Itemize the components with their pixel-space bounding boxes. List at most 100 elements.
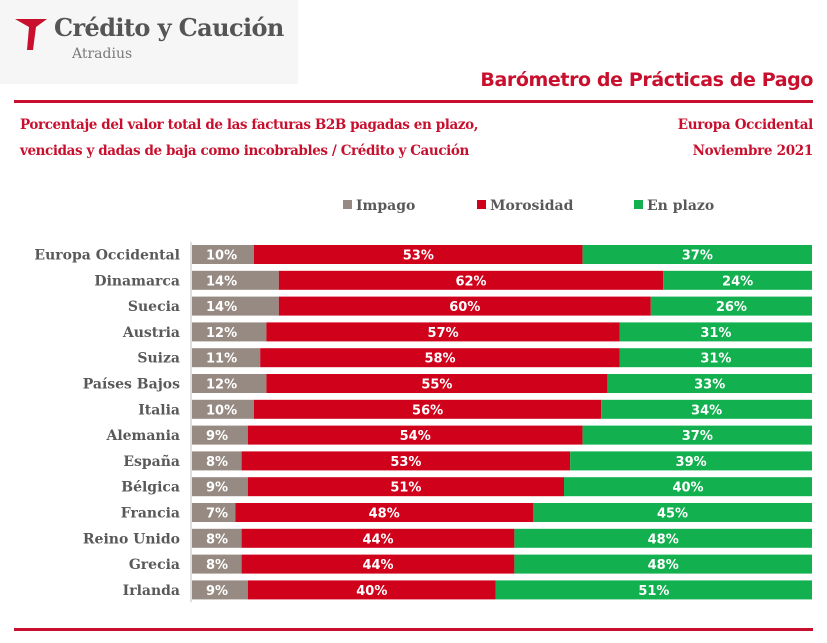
bar-impago-espana bbox=[192, 451, 242, 471]
value-label-morosidad-francia: 48% bbox=[369, 507, 400, 522]
value-label-en-plazo-dinamarca: 24% bbox=[722, 274, 753, 289]
bar-impago-belgica bbox=[192, 477, 248, 497]
category-label-espana: España bbox=[123, 453, 180, 470]
bar-en-plazo-belgica bbox=[564, 477, 812, 497]
value-label-en-plazo-austria: 31% bbox=[700, 326, 731, 341]
bar-impago-austria bbox=[192, 322, 267, 342]
value-label-en-plazo-grecia: 48% bbox=[648, 558, 679, 573]
bar-impago-dinamarca bbox=[192, 270, 279, 290]
bar-en-plazo-grecia bbox=[514, 554, 812, 574]
category-label-suiza: Suiza bbox=[137, 351, 180, 367]
value-label-impago-paises-bajos: 12% bbox=[206, 378, 237, 393]
legend-swatch-impago bbox=[343, 200, 352, 209]
subtitle-line-1: Porcentaje del valor total de las factur… bbox=[20, 117, 478, 133]
bar-morosidad-irlanda bbox=[247, 580, 496, 600]
value-label-morosidad-dinamarca: 62% bbox=[455, 274, 486, 289]
category-label-paises-bajos: Países Bajos bbox=[83, 377, 180, 393]
bar-morosidad-paises-bajos bbox=[266, 374, 608, 393]
value-label-impago-irlanda: 9% bbox=[206, 584, 228, 599]
region-name: Europa Occidental bbox=[677, 117, 814, 133]
value-label-impago-austria: 12% bbox=[206, 326, 237, 341]
value-label-en-plazo-espana: 39% bbox=[676, 455, 707, 470]
region-info: Europa Occidental Noviembre 2021 bbox=[677, 112, 814, 164]
bar-morosidad-suecia bbox=[278, 296, 651, 316]
bar-morosidad-espana bbox=[241, 451, 571, 471]
value-label-en-plazo-italia: 34% bbox=[691, 403, 722, 418]
value-label-en-plazo-francia: 45% bbox=[657, 507, 688, 522]
chart-subtitle: Porcentaje del valor total de las factur… bbox=[20, 112, 520, 164]
value-label-morosidad-suecia: 60% bbox=[449, 300, 480, 315]
bar-morosidad-belgica bbox=[247, 477, 565, 497]
bar-en-plazo-austria bbox=[619, 322, 812, 342]
bar-en-plazo-dinamarca bbox=[663, 270, 812, 290]
category-label-suecia: Suecia bbox=[128, 299, 180, 315]
value-label-en-plazo-paises-bajos: 33% bbox=[694, 378, 725, 393]
value-label-en-plazo-belgica: 40% bbox=[672, 481, 703, 496]
bar-impago-grecia bbox=[192, 554, 242, 574]
bar-en-plazo-paises-bajos bbox=[607, 374, 812, 393]
category-label-alemania: Alemania bbox=[105, 428, 180, 444]
value-label-en-plazo-suiza: 31% bbox=[700, 352, 731, 367]
value-label-impago-espana: 8% bbox=[206, 455, 228, 470]
bottom-divider bbox=[14, 628, 813, 631]
subtitle-line-2: vencidas y dadas de baja como incobrable… bbox=[20, 143, 469, 159]
bar-morosidad-europa-occidental bbox=[254, 245, 583, 264]
value-label-morosidad-belgica: 51% bbox=[390, 481, 421, 496]
bar-impago-italia bbox=[192, 399, 254, 419]
value-label-en-plazo-suecia: 26% bbox=[716, 300, 747, 315]
category-label-belgica: Bélgica bbox=[121, 480, 180, 496]
value-label-impago-suecia: 14% bbox=[206, 300, 237, 315]
value-label-morosidad-europa-occidental: 53% bbox=[403, 249, 434, 264]
bar-en-plazo-espana bbox=[570, 451, 812, 471]
value-label-impago-suiza: 11% bbox=[206, 352, 237, 367]
value-label-morosidad-austria: 57% bbox=[428, 326, 459, 341]
legend-item-impago: Impago bbox=[343, 198, 415, 214]
bar-en-plazo-irlanda bbox=[495, 580, 812, 600]
bar-en-plazo-reino-unido bbox=[514, 528, 812, 548]
value-label-morosidad-grecia: 44% bbox=[362, 558, 393, 573]
bar-impago-alemania bbox=[192, 425, 248, 445]
category-label-francia: Francia bbox=[121, 506, 180, 522]
value-label-impago-alemania: 9% bbox=[206, 429, 228, 444]
category-label-dinamarca: Dinamarca bbox=[94, 273, 180, 289]
category-label-europa-occidental: Europa Occidental bbox=[34, 248, 180, 264]
bar-impago-reino-unido bbox=[192, 528, 242, 548]
brand-subname: Atradius bbox=[72, 46, 133, 62]
value-label-impago-reino-unido: 8% bbox=[206, 532, 228, 547]
value-label-morosidad-alemania: 54% bbox=[400, 429, 431, 444]
value-label-impago-italia: 10% bbox=[206, 403, 237, 418]
value-label-en-plazo-irlanda: 51% bbox=[638, 584, 669, 599]
value-label-morosidad-suiza: 58% bbox=[424, 352, 455, 367]
value-label-morosidad-irlanda: 40% bbox=[356, 584, 387, 599]
bar-morosidad-alemania bbox=[247, 425, 583, 445]
legend-item-morosidad: Morosidad bbox=[477, 198, 573, 214]
category-label-italia: Italia bbox=[138, 402, 180, 418]
bar-impago-irlanda bbox=[192, 580, 248, 600]
category-label-grecia: Grecia bbox=[129, 557, 180, 573]
bar-en-plazo-suecia bbox=[650, 296, 812, 316]
value-label-morosidad-espana: 53% bbox=[390, 455, 421, 470]
value-label-impago-dinamarca: 14% bbox=[206, 274, 237, 289]
value-label-impago-belgica: 9% bbox=[206, 481, 228, 496]
bar-en-plazo-italia bbox=[601, 399, 812, 419]
top-divider bbox=[14, 100, 813, 103]
bar-morosidad-reino-unido bbox=[241, 528, 515, 548]
value-label-morosidad-italia: 56% bbox=[412, 403, 443, 418]
value-label-morosidad-reino-unido: 44% bbox=[362, 532, 393, 547]
category-label-reino-unido: Reino Unido bbox=[83, 531, 180, 547]
bar-morosidad-grecia bbox=[241, 554, 515, 574]
category-label-austria: Austria bbox=[122, 325, 180, 341]
report-title: Barómetro de Prácticas de Pago bbox=[480, 69, 813, 91]
bar-morosidad-austria bbox=[266, 322, 620, 342]
bar-morosidad-dinamarca bbox=[278, 270, 664, 290]
bar-morosidad-suiza bbox=[260, 348, 620, 368]
legend-label-morosidad: Morosidad bbox=[490, 198, 574, 214]
category-label-irlanda: Irlanda bbox=[123, 583, 180, 599]
bar-impago-suiza bbox=[192, 348, 261, 368]
brand-name: Crédito y Caución bbox=[54, 13, 284, 42]
value-label-en-plazo-reino-unido: 48% bbox=[648, 532, 679, 547]
bar-en-plazo-europa-occidental bbox=[582, 245, 812, 264]
bar-impago-francia bbox=[192, 503, 236, 522]
bar-impago-suecia bbox=[192, 296, 279, 316]
